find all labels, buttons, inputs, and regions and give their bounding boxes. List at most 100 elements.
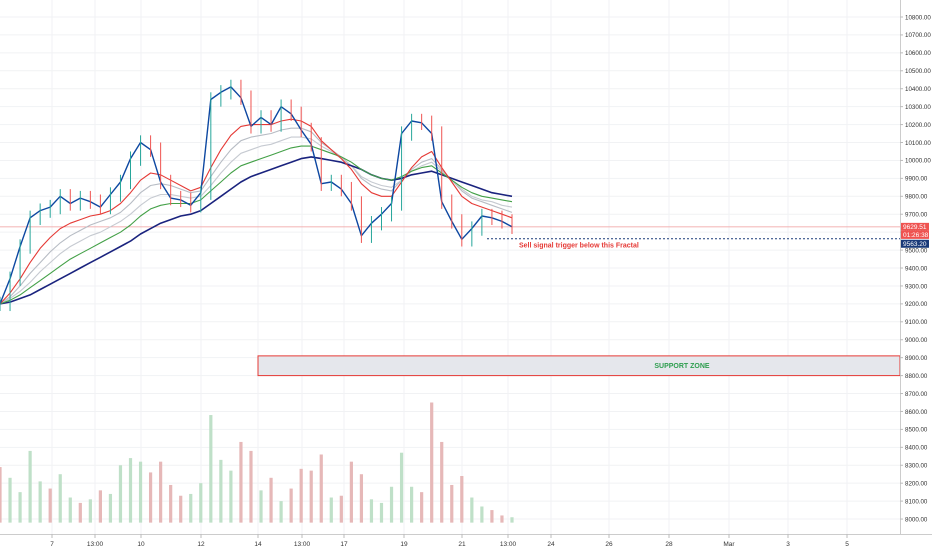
volume-bar <box>48 488 52 523</box>
volume-bar <box>440 441 444 523</box>
volume-bar <box>28 450 32 523</box>
volume-bar <box>309 470 313 523</box>
price-tick-label: 9700.00 <box>905 212 928 219</box>
volume-bar <box>319 454 323 523</box>
volume-bar <box>18 492 22 523</box>
time-tick-label: 26 <box>605 541 613 548</box>
last-price-tag <box>901 222 929 231</box>
volume-bar <box>159 461 163 523</box>
series-line-ma-red <box>0 118 513 305</box>
price-tick-label: 8300.00 <box>905 463 928 470</box>
price-tick-label: 10800.00 <box>905 14 931 21</box>
volume-bar <box>349 461 353 523</box>
volume-bar <box>239 441 243 523</box>
volume-bar <box>359 474 364 523</box>
series-line-ma-gray-1 <box>0 127 513 305</box>
price-tick-label: 9900.00 <box>905 176 928 183</box>
volume-bar <box>410 486 414 523</box>
volume-bar <box>219 459 223 523</box>
time-tick-label: 19 <box>400 541 408 548</box>
volume-bar <box>399 452 404 523</box>
volume-bars <box>0 402 514 523</box>
volume-bar <box>38 481 42 523</box>
volume-bar <box>299 468 303 523</box>
volume-bar <box>58 474 62 523</box>
support-zone: SUPPORT ZONE <box>257 355 901 377</box>
series-line-ma-navy <box>0 156 513 305</box>
series-line-price <box>0 86 513 305</box>
price-tick-label: 8200.00 <box>905 480 928 487</box>
price-tick-label: 8000.00 <box>905 516 928 523</box>
price-tick-label: 10600.00 <box>905 50 931 57</box>
volume-bar <box>108 493 113 523</box>
price-tick-label: 10100.00 <box>905 140 931 147</box>
volume-bar <box>379 502 384 523</box>
price-tick-label: 10500.00 <box>905 68 931 75</box>
volume-bar <box>189 493 193 523</box>
volume-bar <box>500 515 504 523</box>
last-price-label: 9629.51 <box>903 224 927 231</box>
volume-bar <box>209 415 213 523</box>
price-tick-label: 8900.00 <box>905 355 928 362</box>
volume-bar <box>279 501 283 523</box>
price-tick-label: 8600.00 <box>905 409 928 416</box>
time-tick-label: 13:00 <box>87 541 104 548</box>
volume-bar <box>229 470 233 523</box>
time-tick-label: 12 <box>197 541 205 548</box>
volume-bar <box>128 458 133 523</box>
volume-bar <box>8 477 12 523</box>
countdown-label: 01:26:38 <box>903 232 929 239</box>
volume-bar <box>169 484 173 523</box>
time-tick-label: 10 <box>137 541 145 548</box>
volume-bar <box>118 465 123 523</box>
volume-bar <box>148 472 153 523</box>
support-zone-box <box>257 355 901 377</box>
price-tick-label: 8500.00 <box>905 427 928 434</box>
volume-bar <box>259 490 263 523</box>
price-tick-label: 9200.00 <box>905 301 928 308</box>
price-tick-label: 8700.00 <box>905 391 928 398</box>
volume-bar <box>289 488 293 523</box>
volume-bar <box>88 499 92 523</box>
volume-bar <box>68 497 72 523</box>
time-axis[interactable]: 7 13:00 10 12 14 13:00 17 19 21 13:00 24 26 28 Mar 3 5 <box>0 534 932 548</box>
volume-bar <box>199 483 203 523</box>
time-tick-label: Mar <box>723 541 735 548</box>
series-line-ma-gray-2 <box>0 136 513 305</box>
price-tags: 9629.51 01:26:38 9563.20 <box>901 222 929 248</box>
volume-bar <box>460 476 464 523</box>
volume-bar <box>510 517 514 523</box>
time-tick-label: 28 <box>665 541 673 548</box>
volume-bar <box>249 450 253 523</box>
volume-bar <box>430 402 434 523</box>
volume-bar <box>480 506 484 523</box>
volume-bar <box>339 495 343 523</box>
price-tick-label: 8800.00 <box>905 373 928 380</box>
series-line-ma-green <box>0 145 513 305</box>
support-zone-label: SUPPORT ZONE <box>654 363 710 370</box>
fractal-level-label: 9563.20 <box>903 241 927 248</box>
volume-bar <box>490 510 494 523</box>
time-tick-label: 13:00 <box>500 541 517 548</box>
time-tick-label: 24 <box>547 541 555 548</box>
fractal-level-tag <box>901 239 929 248</box>
volume-bar <box>389 486 394 523</box>
time-tick-label: 13:00 <box>294 541 311 548</box>
time-tick-label: 7 <box>50 541 54 548</box>
price-tick-label: 9300.00 <box>905 283 928 290</box>
price-level-lines <box>0 226 900 240</box>
volume-bar <box>329 497 333 523</box>
time-tick-label: 14 <box>254 541 262 548</box>
time-tick-label: 21 <box>458 541 466 548</box>
volume-bar <box>470 497 474 523</box>
volume-bar <box>369 499 374 523</box>
price-tick-label: 9500.00 <box>905 247 928 254</box>
volume-bar <box>269 477 273 523</box>
price-tick-label: 10700.00 <box>905 32 931 39</box>
volume-bar <box>78 502 82 523</box>
volume-bar <box>450 484 454 523</box>
time-tick-label: 17 <box>340 541 348 548</box>
price-tick-label: 9800.00 <box>905 194 928 201</box>
